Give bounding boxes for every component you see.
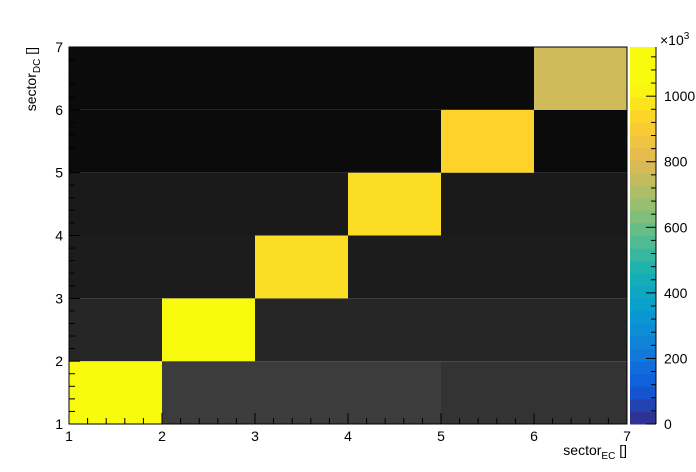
heatmap-cells [69,47,627,424]
y-tick-label: 7 [55,39,63,55]
colorbar-band [630,59,656,73]
colorbar-band [630,197,656,211]
heatmap-cell [534,109,627,173]
colorbar-band [630,348,656,362]
colorbar-band [630,235,656,249]
colorbar-band [630,84,656,98]
heatmap-cell [162,109,255,173]
heatmap-cell [162,47,255,110]
heatmap-cell [534,235,627,299]
colorbar-band [630,260,656,274]
colorbar-band [630,134,656,149]
colorbar-band [630,160,656,174]
heatmap-cell [255,47,348,110]
heatmap-cell [255,172,348,236]
heatmap-cell [348,361,441,424]
heatmap-cell [162,235,255,299]
colorbar-band [630,185,656,199]
y-tick-label: 3 [55,290,63,306]
colorbar-band [630,386,656,400]
heatmap-cell [69,235,162,299]
heatmap-cell [441,235,534,299]
colorbar-band [630,411,656,425]
y-tick-label: 4 [55,228,63,244]
colorbar-band [630,210,656,224]
x-axis-title: sectorEC [] [563,442,627,462]
heatmap-cell [69,109,162,173]
x-tick-label: 5 [437,428,445,444]
heatmap-cell [348,172,441,236]
colorbar-tick-label: 0 [664,416,672,432]
colorbar-band [630,285,656,299]
colorbar-band [630,97,656,111]
heatmap-cell [162,361,255,424]
y-axis-title: sectorDC [] [23,47,43,111]
heatmap-cell [534,361,627,424]
heatmap-cell [348,47,441,110]
heatmap-cell [441,109,534,173]
colorbar-band [630,373,656,387]
x-axis: 1 2 3 4 5 6 7 [65,413,631,444]
heatmap-cell [255,235,348,299]
colorbar-band [630,336,656,350]
heatmap-cell [534,47,627,110]
x-tick-label: 7 [623,428,631,444]
heatmap-cell [255,298,348,362]
heatmap-cell [441,361,534,424]
x-tick-label: 2 [158,428,166,444]
colorbar-band [630,248,656,262]
y-tick-label: 2 [55,353,63,369]
heatmap-cell [348,298,441,362]
colorbar-tick-label: 400 [664,285,688,301]
colorbar-band [630,222,656,236]
colorbar-multiplier: ×103 [660,31,690,48]
heatmap-cell [69,298,162,362]
x-tick-label: 6 [530,428,538,444]
colorbar-band [630,147,656,161]
heatmap-cell [255,109,348,173]
colorbar-band [630,47,656,61]
heatmap-cell [162,298,255,362]
y-axis: 1 2 3 4 5 6 7 [55,39,80,432]
heatmap-cell [534,172,627,236]
y-tick-label: 5 [55,165,63,181]
heatmap-cell [69,361,162,424]
heatmap-cell [69,172,162,236]
colorbar-band [630,323,656,337]
colorbar-band [630,298,656,312]
heatmap-cell [348,235,441,299]
colorbar-band [630,398,656,412]
colorbar-band [630,273,656,287]
x-tick-label: 1 [65,428,73,444]
colorbar-tick-label: 200 [664,350,688,366]
colorbar-band [630,109,656,123]
heatmap-cell [348,109,441,173]
heatmap-cell [441,298,534,362]
colorbar-tick-label: 1000 [664,88,695,104]
colorbar-tick-label: 800 [664,154,688,170]
x-tick-label: 3 [251,428,259,444]
heatmap-cell [534,298,627,362]
heatmap-cell [162,172,255,236]
x-tick-label: 4 [344,428,352,444]
colorbar [630,47,656,425]
colorbar-axis: 0 200 400 600 800 1000 [646,47,695,432]
heatmap-cell [255,361,348,424]
colorbar-band [630,361,656,375]
heatmap-cell [441,172,534,236]
colorbar-tick-label: 600 [664,219,688,235]
heatmap-cell [441,47,534,110]
colorbar-band [630,172,656,186]
y-tick-label: 1 [55,416,63,432]
colorbar-band [630,72,656,86]
colorbar-band [630,122,656,136]
colorbar-band [630,310,656,324]
y-tick-label: 6 [55,102,63,118]
heatmap-cell [69,47,162,110]
